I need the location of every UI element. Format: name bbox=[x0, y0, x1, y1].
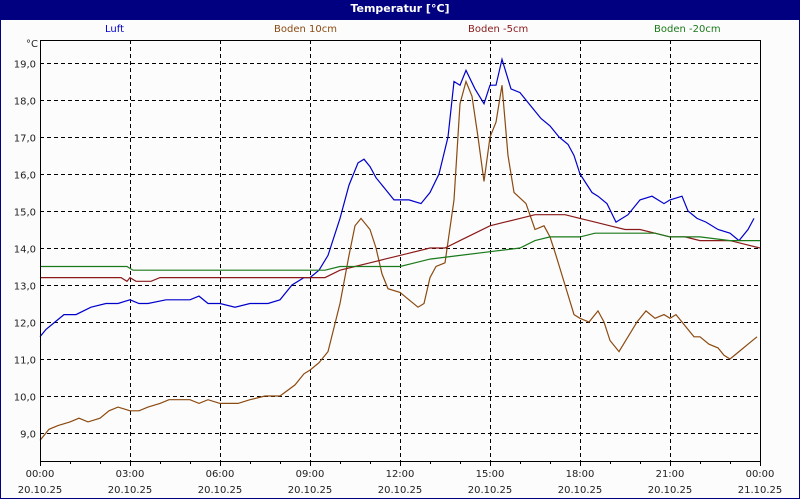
x-tick-time: 18:00 bbox=[566, 469, 595, 480]
x-tick-time: 00:00 bbox=[26, 469, 55, 480]
x-tick-time: 06:00 bbox=[206, 469, 235, 480]
y-tick-label: 14,0 bbox=[14, 245, 36, 256]
y-tick-label: 9,0 bbox=[20, 430, 36, 441]
x-tick-date: 20.10.25 bbox=[648, 485, 693, 496]
x-tick-time: 00:00 bbox=[746, 469, 775, 480]
y-tick-label: 10,0 bbox=[14, 393, 36, 404]
y-tick-label: 17,0 bbox=[14, 134, 36, 145]
legend-boden-minus-20cm: Boden -20cm bbox=[654, 24, 721, 35]
x-tick-date: 20.10.25 bbox=[198, 485, 243, 496]
x-tick-date: 20.10.25 bbox=[378, 485, 423, 496]
y-tick-label: 13,0 bbox=[14, 282, 36, 293]
x-tick-date: 20.10.25 bbox=[288, 485, 333, 496]
legend-boden-10cm: Boden 10cm bbox=[274, 24, 337, 35]
data-lines bbox=[39, 56, 761, 441]
y-axis-ticks: 19,0 18,0 17,0 16,0 15,0 14,0 13,0 12,0 11,0 10,0… bbox=[14, 60, 36, 441]
x-tick-time: 12:00 bbox=[386, 469, 415, 480]
y-tick-label: 16,0 bbox=[14, 171, 36, 182]
x-tick-time: 21:00 bbox=[656, 469, 685, 480]
series-line-boden-20cm bbox=[40, 232, 760, 271]
chart-title: Temperatur [°C] bbox=[0, 0, 800, 20]
y-tick-label: 15,0 bbox=[14, 208, 36, 219]
x-axis-ticks: 00:00 20.10.25 03:00 20.10.25 06:00 20.10.25 0… bbox=[18, 461, 783, 496]
legend-luft: Luft bbox=[105, 24, 124, 35]
y-tick-label: 19,0 bbox=[14, 60, 36, 71]
x-tick-time: 03:00 bbox=[116, 469, 145, 480]
x-tick-time: 09:00 bbox=[296, 469, 325, 480]
x-tick-time: 15:00 bbox=[476, 469, 505, 480]
x-tick-date: 20.10.25 bbox=[18, 485, 63, 496]
x-tick-date: 20.10.25 bbox=[108, 485, 153, 496]
grid-lines bbox=[40, 40, 760, 461]
y-tick-label: 18,0 bbox=[14, 97, 36, 108]
x-tick-date: 20.10.25 bbox=[558, 485, 603, 496]
legend-boden-minus-5cm: Boden -5cm bbox=[468, 24, 529, 35]
x-tick-date: 20.10.25 bbox=[468, 485, 513, 496]
y-axis-unit: °C bbox=[26, 39, 38, 50]
series-line-boden-10cm bbox=[39, 79, 758, 441]
y-tick-label: 12,0 bbox=[14, 319, 36, 330]
series-line-luft bbox=[39, 56, 755, 338]
x-tick-date: 21.10.25 bbox=[738, 485, 783, 496]
y-tick-label: 11,0 bbox=[14, 356, 36, 367]
